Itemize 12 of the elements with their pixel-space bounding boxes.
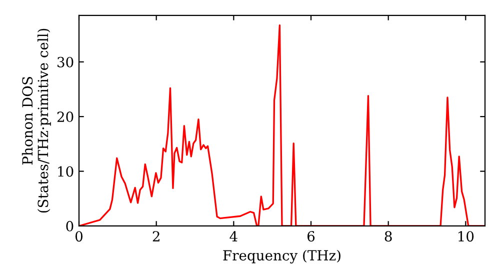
x-tick-label: 10 [458,231,474,242]
y-tick-label: 10 [58,166,74,177]
x-tick-label: 6 [308,231,315,242]
x-tick-label: 0 [75,231,82,242]
x-tick-label: 2 [152,231,160,242]
y-tick-label: 0 [66,220,74,232]
y-tick-label: 30 [58,56,74,68]
y-tick-label: 20 [57,112,74,122]
x-tick-label: 8 [384,231,392,242]
y-axis-title: Phonon DOS (States/THz·primitive cell) [22,28,51,213]
x-tick-label: 4 [230,231,238,242]
x-axis-title: Frequency (THz) [223,250,340,264]
